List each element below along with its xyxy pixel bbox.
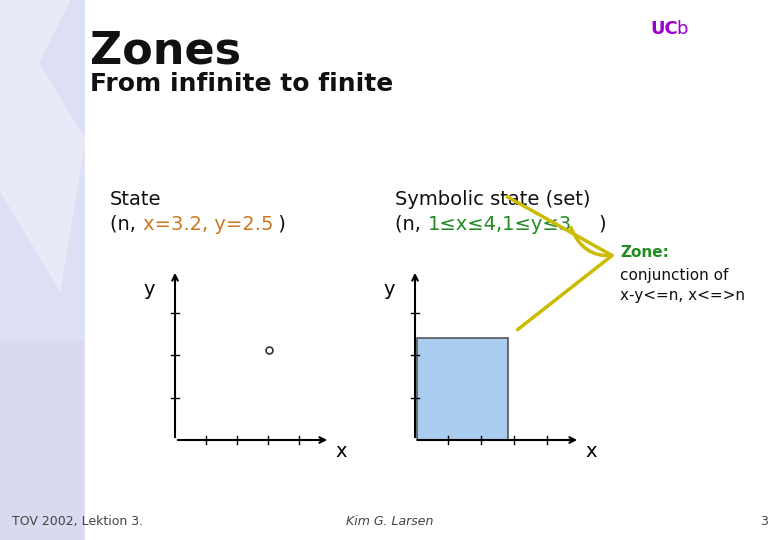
Text: TOV 2002, Lektion 3.: TOV 2002, Lektion 3. <box>12 515 143 528</box>
Text: UC: UC <box>650 20 678 38</box>
Text: 1≤x≤4,1≤y≤3: 1≤x≤4,1≤y≤3 <box>428 215 572 234</box>
Polygon shape <box>85 0 780 540</box>
Text: b: b <box>676 20 687 38</box>
FancyArrowPatch shape <box>507 197 612 330</box>
Text: ): ) <box>272 215 286 234</box>
Text: State: State <box>110 190 161 209</box>
Polygon shape <box>0 0 85 290</box>
Text: x: x <box>585 442 597 461</box>
Text: y: y <box>384 280 395 299</box>
Text: x=3.2, y=2.5: x=3.2, y=2.5 <box>143 215 274 234</box>
Text: 3: 3 <box>760 515 768 528</box>
FancyBboxPatch shape <box>0 0 85 540</box>
Text: y: y <box>144 280 155 299</box>
Text: x: x <box>335 442 346 461</box>
Bar <box>417 338 508 440</box>
Text: (n,: (n, <box>395 215 427 234</box>
Text: (n,: (n, <box>110 215 142 234</box>
Text: conjunction of: conjunction of <box>620 268 729 283</box>
Text: Symbolic state (set): Symbolic state (set) <box>395 190 590 209</box>
Text: ): ) <box>598 215 605 234</box>
Text: x-y<=n, x<=>n: x-y<=n, x<=>n <box>620 288 745 303</box>
Text: Zones: Zones <box>90 30 241 73</box>
Text: Kim G. Larsen: Kim G. Larsen <box>346 515 434 528</box>
Polygon shape <box>0 0 85 340</box>
Text: From infinite to finite: From infinite to finite <box>90 72 393 96</box>
Text: Zone:: Zone: <box>620 245 669 260</box>
Polygon shape <box>0 0 70 140</box>
